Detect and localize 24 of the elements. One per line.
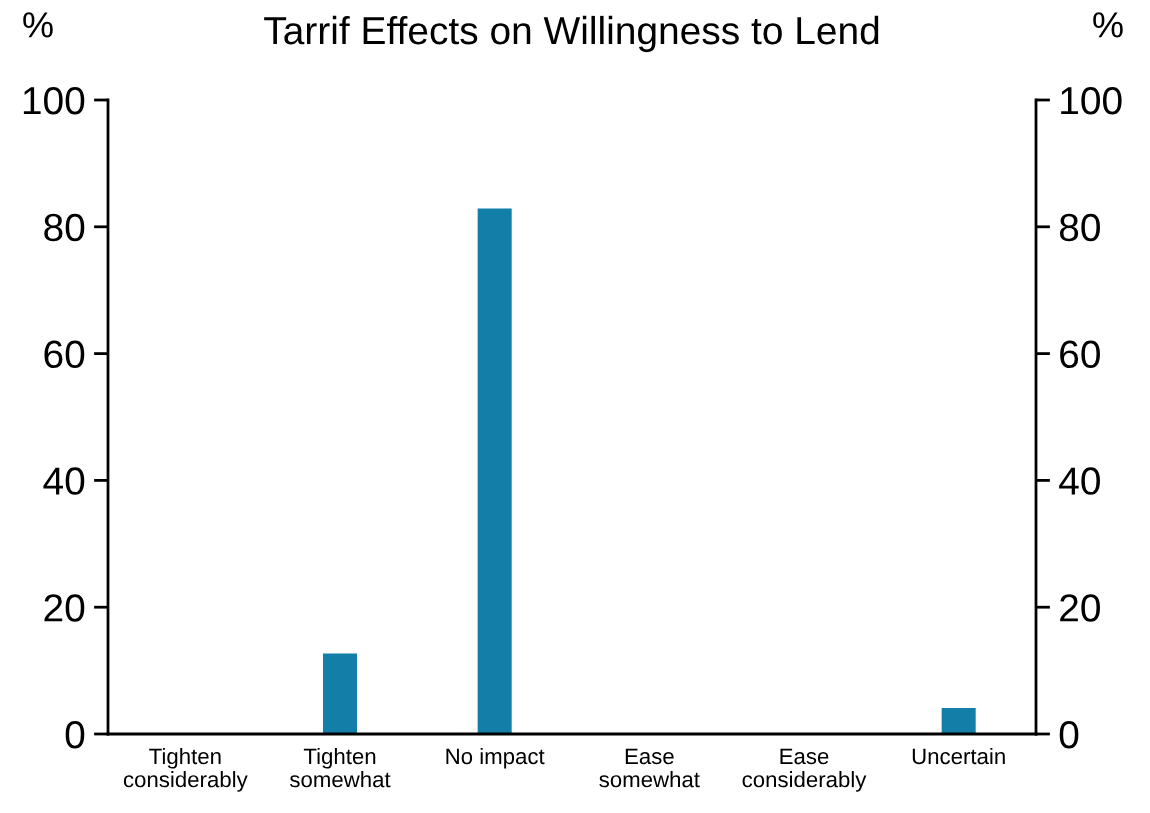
x-tick-label: No impact: [446, 747, 545, 769]
y2-tick-label: 80: [1059, 213, 1100, 242]
y2-tick-label: 100: [1061, 86, 1122, 115]
x-tick-label: Tighten considerably: [123, 747, 248, 792]
x-tick-label: Ease considerably: [742, 748, 867, 792]
y2-tick-label: 0: [1059, 720, 1079, 749]
y-tick-label: 80: [44, 213, 85, 242]
y-axis-title: %: [23, 12, 53, 38]
y-tick-label: 100: [23, 86, 85, 115]
y-tick-label: 60: [44, 340, 85, 369]
y2-axis-title: %: [1093, 12, 1123, 38]
y-tick-label: 40: [43, 467, 85, 495]
y2-tick-label: 60: [1060, 340, 1100, 369]
y-tick-label: 20: [44, 594, 85, 622]
x-tick-label: Tighten somewhat: [289, 747, 391, 788]
bar: [477, 208, 512, 734]
x-tick-label: Uncertain: [912, 747, 1005, 765]
y2-tick-label: 20: [1060, 594, 1100, 622]
x-tick-label: Ease somewhat: [599, 748, 700, 788]
bar: [941, 708, 976, 734]
chart-title: Tarrif Effects on Willingness to Lend: [264, 15, 879, 53]
bar: [322, 653, 358, 734]
y2-tick-label: 40: [1059, 467, 1100, 495]
y-tick-label: 0: [65, 720, 85, 749]
